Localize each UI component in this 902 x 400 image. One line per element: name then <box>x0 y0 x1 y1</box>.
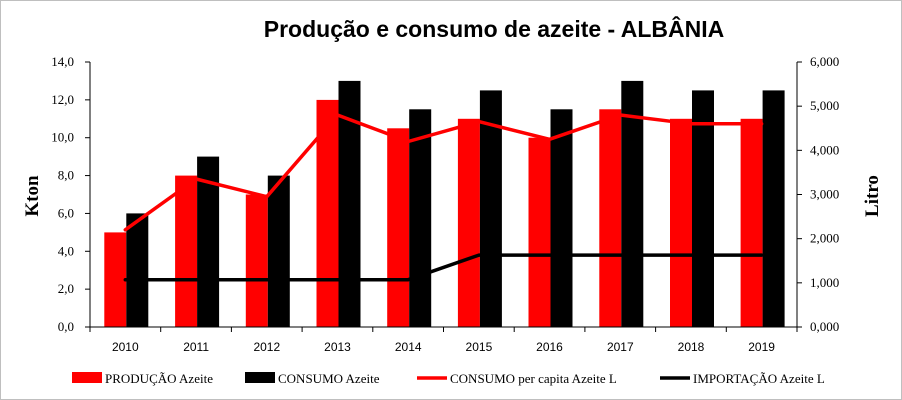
bar-consumo-2013 <box>338 80 361 328</box>
y-right-tick-label: 2,000 <box>810 231 839 246</box>
lines-layer <box>123 113 764 282</box>
y-left-tick-label: 0,0 <box>58 319 74 334</box>
y-right-tick-label: 5,000 <box>810 98 839 113</box>
y-right-tick-label: 6,000 <box>810 54 839 69</box>
x-tick-label: 2016 <box>536 340 563 354</box>
legend-label: CONSUMO Azeite <box>278 371 380 386</box>
bar-producao-2010 <box>104 232 127 327</box>
x-tick-label: 2012 <box>253 340 280 354</box>
bar-consumo-2015 <box>479 90 502 328</box>
axes-layer: 0,0 2,0 4,0 6,0 8,0 10,0 12,0 14,0 0,000 1,000 2,0… <box>51 54 839 354</box>
y-left-tick-label: 10,0 <box>51 130 74 145</box>
y-left-tick-label: 14,0 <box>51 54 74 69</box>
x-tick-label: 2019 <box>748 340 775 354</box>
bar-consumo-2012 <box>267 175 290 327</box>
chart-title: Produção e consumo de azeite - ALBÂNIA <box>264 15 725 42</box>
y-right-tick-label: 1,000 <box>810 275 839 290</box>
bar-consumo-2011 <box>197 156 220 327</box>
bar-producao-2012 <box>245 194 268 327</box>
x-tick-label: 2010 <box>112 340 139 354</box>
line-consumo-per-capita <box>123 113 764 232</box>
legend-label: CONSUMO per capita Azeite L <box>450 371 617 386</box>
legend-swatch <box>72 372 102 383</box>
legend-label: PRODUÇÃO Azeite <box>105 371 213 386</box>
bar-consumo-2016 <box>550 109 573 327</box>
x-tick-label: 2017 <box>607 340 634 354</box>
line-importacao <box>123 253 764 282</box>
x-tick-label: 2018 <box>678 340 705 354</box>
y-right-tick-label: 3,000 <box>810 187 839 202</box>
x-tick-label: 2011 <box>183 340 209 354</box>
bar-consumo-2010 <box>126 213 149 327</box>
bar-producao-2014 <box>387 128 410 328</box>
bar-producao-2019 <box>740 118 763 327</box>
y-left-tick-label: 2,0 <box>58 281 74 296</box>
x-tick-label: 2014 <box>395 340 422 354</box>
legend-label: IMPORTAÇÃO Azeite L <box>693 371 825 386</box>
bar-producao-2018 <box>670 118 692 327</box>
y-axis-left-title: Kton <box>22 175 43 217</box>
y-left-tick-label: 6,0 <box>58 205 74 220</box>
legend-swatch <box>245 372 275 383</box>
bar-producao-2016 <box>528 137 551 327</box>
x-tick-label: 2013 <box>324 340 351 354</box>
y-axis-right-title: Litro <box>862 175 883 217</box>
y-right-tick-label: 4,000 <box>810 142 839 157</box>
bars-layer <box>104 80 785 328</box>
bar-producao-2017 <box>599 109 622 327</box>
bar-producao-2015 <box>457 118 480 327</box>
x-tick-label: 2015 <box>466 340 493 354</box>
bar-consumo-2018 <box>692 90 714 328</box>
bar-producao-2011 <box>175 175 198 327</box>
bar-producao-2013 <box>316 99 339 328</box>
y-left-tick-label: 8,0 <box>58 168 74 183</box>
y-right-tick-label: 0,000 <box>810 319 839 334</box>
bar-consumo-2019 <box>762 90 785 328</box>
bar-consumo-2017 <box>621 80 644 328</box>
y-left-tick-label: 4,0 <box>58 243 74 258</box>
y-left-tick-label: 12,0 <box>51 92 74 107</box>
legend: PRODUÇÃO Azeite CONSUMO Azeite CONSUMO per… <box>72 371 825 386</box>
